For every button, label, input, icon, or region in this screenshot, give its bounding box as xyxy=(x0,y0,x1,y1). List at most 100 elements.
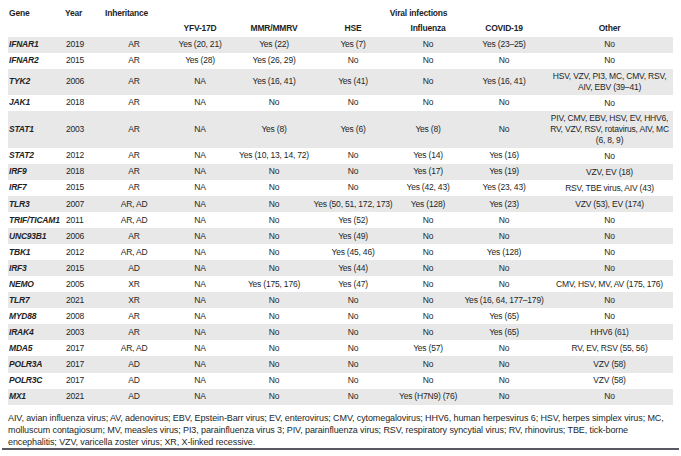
cell-other: VZV (58) xyxy=(546,373,673,389)
cell-yfv: NA xyxy=(164,180,236,196)
cell-other: VZV (53), EV (174) xyxy=(546,196,673,212)
cell-other: No xyxy=(546,292,673,308)
cell-year: 2005 xyxy=(64,276,104,292)
cell-hse: No xyxy=(312,148,394,164)
cell-covid: No xyxy=(462,389,546,405)
cell-inheritance: AR xyxy=(104,69,164,95)
cell-year: 2017 xyxy=(64,356,104,372)
cell-other: No xyxy=(546,37,673,53)
cell-gene: IFNAR1 xyxy=(8,37,64,53)
cell-mmr: No xyxy=(236,180,312,196)
cell-hse: No xyxy=(312,356,394,372)
cell-hse: Yes (44) xyxy=(312,260,394,276)
cell-covid: No xyxy=(462,111,546,148)
cell-other: No xyxy=(546,244,673,260)
cell-year: 2006 xyxy=(64,228,104,244)
cell-other: No xyxy=(546,260,673,276)
cell-hse: No xyxy=(312,180,394,196)
cell-covid: No xyxy=(462,260,546,276)
cell-other: No xyxy=(546,228,673,244)
cell-mmr: Yes (8) xyxy=(236,111,312,148)
cell-covid: Yes (23–25) xyxy=(462,37,546,53)
cell-gene: TBK1 xyxy=(8,244,64,260)
cell-inheritance: AR xyxy=(104,180,164,196)
cell-covid: Yes (16, 64, 177–179) xyxy=(462,292,546,308)
cell-hse: No xyxy=(312,95,394,111)
cell-mmr: No xyxy=(236,228,312,244)
cell-covid: No xyxy=(462,276,546,292)
cell-hse: No xyxy=(312,373,394,389)
cell-influenza: No xyxy=(394,276,462,292)
cell-inheritance: AD xyxy=(104,373,164,389)
cell-gene: STAT1 xyxy=(8,111,64,148)
cell-year: 2011 xyxy=(64,212,104,228)
cell-influenza: No xyxy=(394,356,462,372)
column-header-mmr-mmrv: MMR/MMRV xyxy=(236,22,312,37)
cell-covid: Yes (16) xyxy=(462,148,546,164)
cell-hse: No xyxy=(312,164,394,180)
cell-yfv: NA xyxy=(164,244,236,260)
cell-inheritance: AD xyxy=(104,260,164,276)
cell-yfv: NA xyxy=(164,111,236,148)
cell-gene: UNC93B1 xyxy=(8,228,64,244)
cell-influenza: No xyxy=(394,373,462,389)
table-row: MYD882008ARNANoNoNoYes (65)No xyxy=(8,308,673,324)
table-row: IFNAR22015ARYes (28)Yes (26, 29)NoNoNoNo xyxy=(8,53,673,69)
cell-yfv: NA xyxy=(164,95,236,111)
cell-mmr: No xyxy=(236,308,312,324)
cell-mmr: No xyxy=(236,356,312,372)
table-row: STAT12003ARNAYes (8)Yes (6)Yes (8)NoPIV,… xyxy=(8,111,673,148)
table-row: TYK22006ARNAYes (16, 41)Yes (41)NoYes (1… xyxy=(8,69,673,95)
cell-inheritance: AR xyxy=(104,228,164,244)
cell-other: No xyxy=(546,389,673,405)
cell-gene: IRF3 xyxy=(8,260,64,276)
cell-influenza: No xyxy=(394,228,462,244)
cell-other: VZV (58) xyxy=(546,356,673,372)
cell-inheritance: AR xyxy=(104,148,164,164)
cell-influenza: Yes (H7N9) (76) xyxy=(394,389,462,405)
bottom-rule-divider xyxy=(2,448,679,450)
cell-hse: Yes (47) xyxy=(312,276,394,292)
cell-hse: Yes (52) xyxy=(312,212,394,228)
cell-year: 2018 xyxy=(64,164,104,180)
cell-inheritance: AR xyxy=(104,308,164,324)
column-group-viral-infections: Viral infections xyxy=(164,5,673,22)
cell-inheritance: XR xyxy=(104,292,164,308)
cell-hse: No xyxy=(312,324,394,340)
table-row: NEMO2005XRNAYes (175, 176)Yes (47)NoNoCM… xyxy=(8,276,673,292)
cell-year: 2019 xyxy=(64,37,104,53)
cell-covid: No xyxy=(462,95,546,111)
cell-inheritance: AR xyxy=(104,324,164,340)
column-header-other: Other xyxy=(546,22,673,37)
column-header-year: Year xyxy=(64,5,104,37)
cell-mmr: Yes (10, 13, 14, 72) xyxy=(236,148,312,164)
cell-inheritance: AR xyxy=(104,164,164,180)
cell-mmr: No xyxy=(236,95,312,111)
cell-gene: TRIF/TICAM1 xyxy=(8,212,64,228)
cell-year: 2021 xyxy=(64,389,104,405)
gene-viral-infections-table: Gene Year Inheritance Viral infections Y… xyxy=(8,5,673,405)
cell-mmr: Yes (22) xyxy=(236,37,312,53)
cell-mmr: No xyxy=(236,389,312,405)
cell-yfv: NA xyxy=(164,389,236,405)
cell-gene: IRF9 xyxy=(8,164,64,180)
header-row-groups: Gene Year Inheritance Viral infections xyxy=(8,5,673,22)
cell-other: CMV, HSV, MV, AV (175, 176) xyxy=(546,276,673,292)
column-header-influenza: Influenza xyxy=(394,22,462,37)
cell-hse: Yes (7) xyxy=(312,37,394,53)
cell-hse: No xyxy=(312,340,394,356)
cell-year: 2012 xyxy=(64,148,104,164)
cell-gene: POLR3C xyxy=(8,373,64,389)
cell-influenza: Yes (8) xyxy=(394,111,462,148)
cell-influenza: No xyxy=(394,37,462,53)
cell-hse: No xyxy=(312,308,394,324)
cell-year: 2017 xyxy=(64,340,104,356)
table-header: Gene Year Inheritance Viral infections Y… xyxy=(8,5,673,37)
cell-inheritance: AR, AD xyxy=(104,244,164,260)
cell-mmr: No xyxy=(236,244,312,260)
cell-yfv: NA xyxy=(164,308,236,324)
cell-influenza: No xyxy=(394,324,462,340)
table-row: TBK12012AR, ADNANoYes (45, 46)NoYes (128… xyxy=(8,244,673,260)
cell-year: 2017 xyxy=(64,373,104,389)
cell-year: 2006 xyxy=(64,69,104,95)
